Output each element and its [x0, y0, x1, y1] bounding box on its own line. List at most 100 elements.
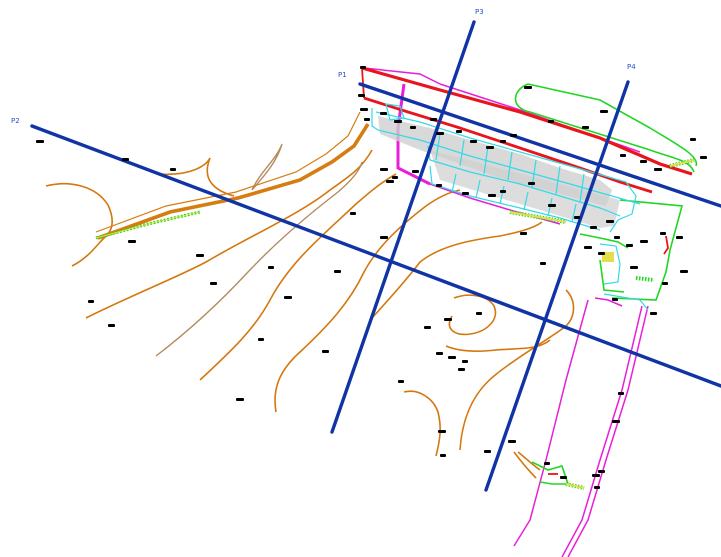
- structure-outline: [371, 108, 641, 205]
- annotation-mark: [436, 352, 443, 355]
- road-edge: [95, 111, 361, 233]
- annotation-mark: [662, 282, 668, 285]
- annotation-mark: [380, 236, 388, 239]
- section-line-p2: [30, 124, 721, 388]
- contour-line: [371, 221, 543, 319]
- structure-outline: [427, 145, 621, 217]
- boundary-line: [663, 235, 669, 255]
- annotation-mark: [690, 138, 696, 141]
- boundary-line: [363, 67, 441, 85]
- annotation-mark: [424, 326, 431, 329]
- contour-line: [85, 149, 373, 319]
- contour-line-light: [251, 143, 283, 191]
- contour-line: [448, 294, 497, 336]
- outline-loop: [514, 83, 695, 173]
- annotation-mark: [606, 220, 614, 223]
- annotation-mark: [486, 146, 494, 149]
- annotation-mark: [322, 350, 329, 353]
- structure-fill: [430, 150, 620, 228]
- annotation-mark: [462, 360, 468, 363]
- annotation-mark: [448, 356, 456, 359]
- annotation-mark: [436, 132, 444, 135]
- hatch-strip: [509, 211, 567, 223]
- contour-line: [45, 182, 113, 267]
- annotation-mark: [660, 232, 666, 235]
- boundary-line: [561, 305, 643, 557]
- annotation-mark: [210, 282, 217, 285]
- annotation-mark: [36, 140, 44, 143]
- annotation-mark: [484, 450, 491, 453]
- annotation-mark: [364, 118, 370, 121]
- contour-line: [159, 157, 235, 197]
- outline-building: [599, 259, 625, 293]
- boundary-line-thick: [396, 83, 431, 186]
- annotation-mark: [394, 120, 402, 123]
- annotation-mark: [430, 118, 437, 121]
- annotation-mark: [548, 204, 556, 207]
- contour-line: [517, 451, 541, 471]
- outline-building: [611, 199, 684, 301]
- annotation-mark: [128, 240, 136, 243]
- annotation-mark: [284, 296, 292, 299]
- annotation-mark: [654, 168, 662, 171]
- annotation-mark: [524, 86, 532, 89]
- annotation-mark: [510, 134, 517, 137]
- annotation-mark: [650, 312, 657, 315]
- annotation-mark: [540, 262, 546, 265]
- annotation-mark: [626, 244, 633, 247]
- annotation-mark: [392, 176, 398, 179]
- outline-loop: [527, 83, 698, 167]
- cyan-structures: [371, 103, 649, 311]
- contour-line: [274, 189, 461, 413]
- annotation-mark: [108, 324, 115, 327]
- profile-label-p1: P1: [338, 71, 347, 79]
- annotation-mark: [592, 474, 600, 477]
- annotation-mark: [598, 252, 605, 255]
- annotation-mark: [528, 182, 535, 185]
- annotation-mark: [612, 298, 618, 301]
- annotation-marks: [36, 66, 707, 489]
- annotation-mark: [598, 470, 605, 473]
- annotation-mark: [640, 160, 647, 163]
- annotation-mark: [196, 254, 204, 257]
- structure-outline: [385, 103, 405, 121]
- annotation-mark: [500, 140, 506, 143]
- annotation-mark: [122, 158, 129, 161]
- annotation-mark: [88, 300, 94, 303]
- annotation-mark: [410, 126, 416, 129]
- boundary-line: [513, 299, 589, 547]
- annotation-mark: [470, 140, 477, 143]
- annotation-mark: [170, 168, 176, 171]
- contour-lines: [45, 149, 575, 479]
- annotation-mark: [620, 154, 626, 157]
- annotation-mark: [386, 180, 394, 183]
- section-line-p4: [484, 80, 630, 492]
- contour-line: [459, 289, 575, 451]
- road-hatch-inner: [95, 211, 201, 239]
- annotation-mark: [600, 110, 608, 113]
- hatch-strip: [635, 276, 655, 282]
- annotation-mark: [360, 108, 368, 111]
- annotation-mark: [548, 120, 554, 123]
- annotation-mark: [350, 212, 356, 215]
- annotation-mark: [630, 266, 638, 269]
- structure-outline: [603, 293, 649, 311]
- structure-outline: [375, 111, 613, 179]
- structure-outline: [435, 133, 585, 203]
- annotation-mark: [236, 398, 244, 401]
- profile-label-p4: P4: [627, 63, 636, 71]
- profile-label-p3: P3: [475, 8, 484, 16]
- annotation-mark: [612, 420, 620, 423]
- annotation-mark: [358, 94, 365, 97]
- hatch-strip: [565, 483, 585, 489]
- section-line-p3: [330, 20, 476, 434]
- boundary-line: [363, 96, 653, 194]
- road-major: [97, 123, 370, 240]
- annotation-mark: [594, 486, 600, 489]
- annotation-mark: [560, 476, 567, 479]
- boundary-line: [594, 297, 623, 307]
- annotation-mark: [584, 246, 592, 249]
- outline-building: [579, 233, 629, 249]
- structure-outline: [451, 173, 577, 223]
